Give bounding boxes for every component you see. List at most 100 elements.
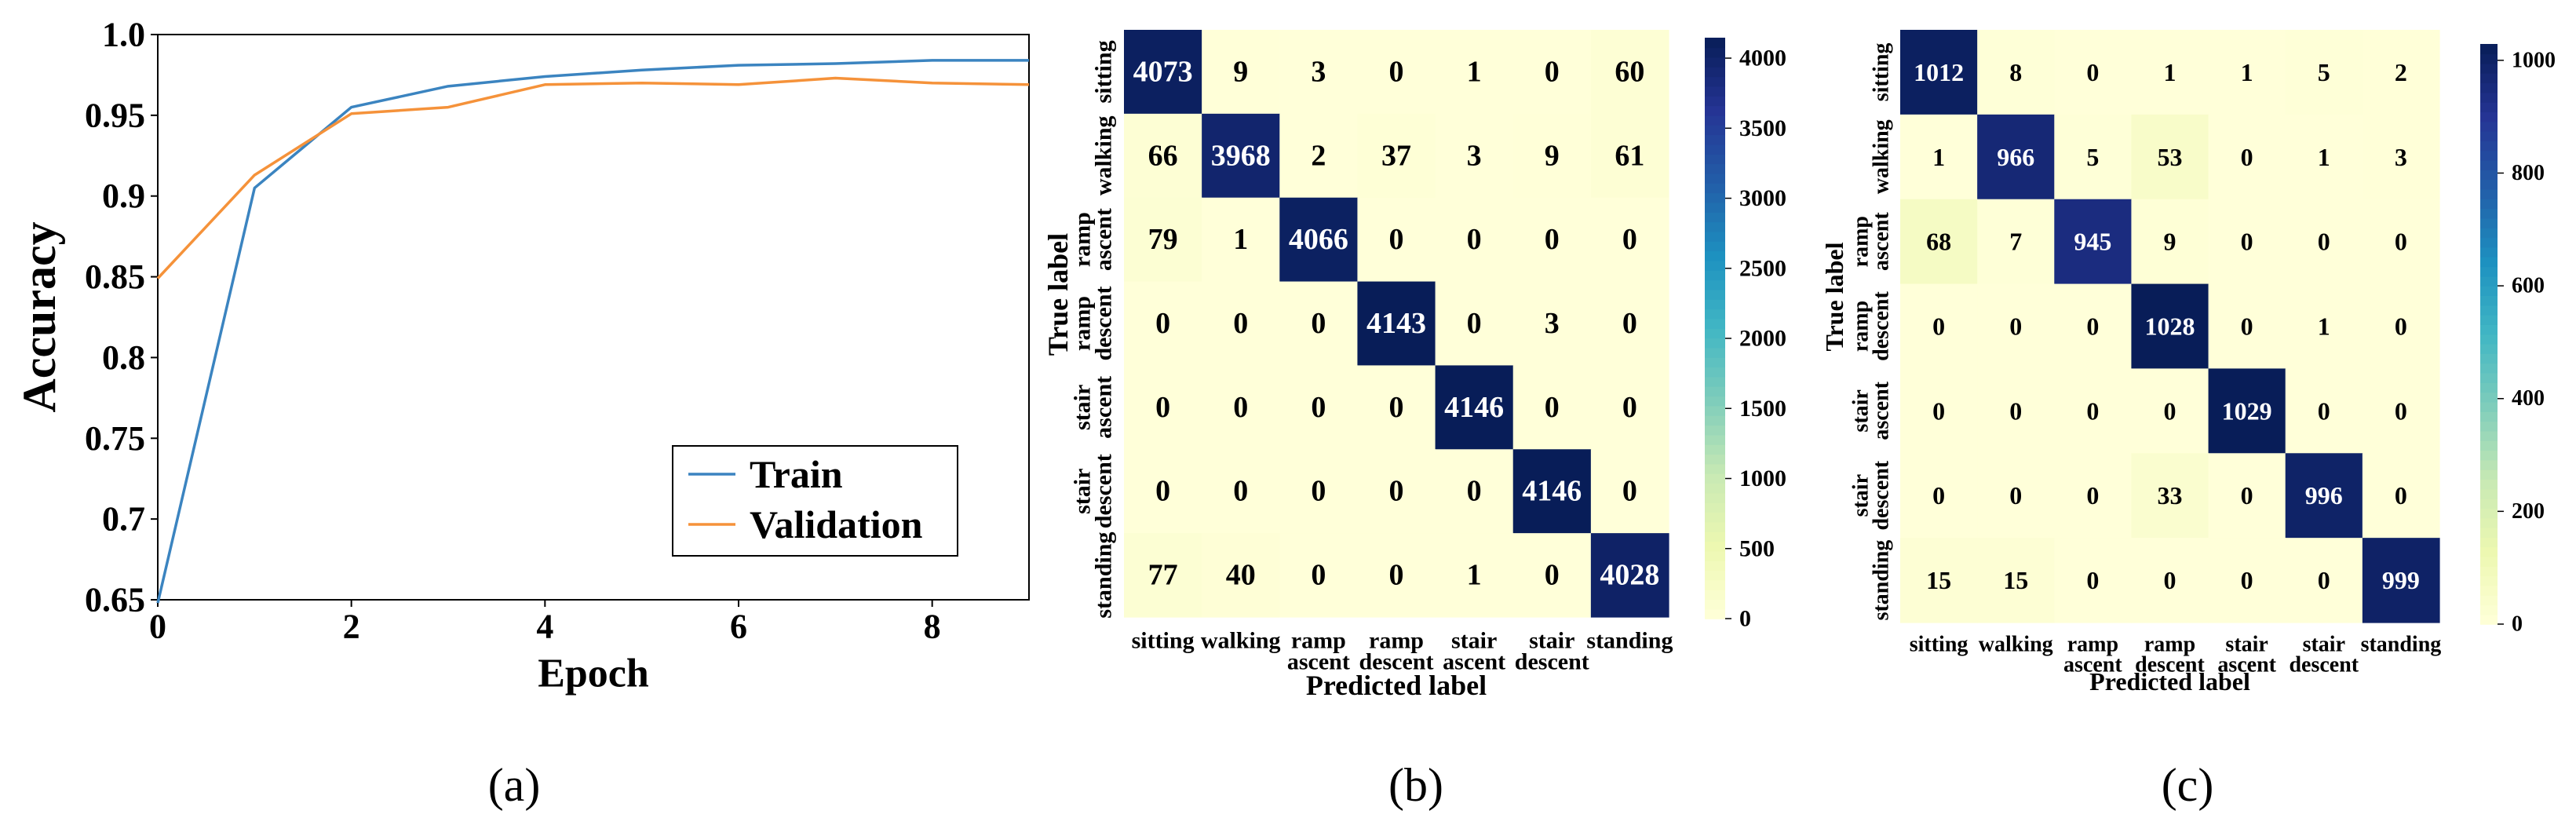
chart-b-colorbar-tick-label: 0 — [1739, 606, 1751, 632]
chart-b-cell — [1202, 197, 1280, 283]
chart-c-cell-value: 0 — [2395, 396, 2407, 425]
chart-c-cell — [1900, 368, 1978, 454]
chart-c-cell-value: 1 — [1932, 143, 1945, 171]
chart-b-colorbar-segment — [1705, 463, 1725, 474]
chart-a-legend: Train Validation — [672, 445, 958, 557]
chart-a-series-validation — [156, 76, 1030, 279]
chart-c-cell — [2131, 368, 2209, 454]
chart-c-colorbar-segment — [2480, 575, 2498, 586]
chart-c-colorbar-segment — [2480, 247, 2498, 257]
chart-c-colorbar-segment — [2480, 179, 2498, 190]
chart-c-confusion-matrix: 1012 8 0 1 1 5 21 966 5 53 0 1 368 7 945 9 0 0 00 0 0 1028 0 1 0… — [1820, 30, 2556, 811]
chart-b-col-label: ramp — [1291, 628, 1346, 654]
chart-b-cell-value: 0 — [1311, 475, 1326, 508]
chart-b-cell — [1590, 197, 1669, 283]
chart-b-cell-value: 0 — [1545, 559, 1560, 592]
chart-b-xlabel: Predicted label — [1306, 670, 1487, 701]
chart-b-cell-value: 2 — [1311, 139, 1326, 172]
chart-c-row-label: ramp — [1849, 301, 1874, 352]
chart-c-cell — [1977, 114, 2055, 200]
chart-c-cell-value: 0 — [2395, 312, 2407, 341]
chart-b-colorbar-segment — [1705, 289, 1725, 300]
chart-b-colorbar-segment — [1705, 250, 1725, 261]
chart-c-cell — [2208, 283, 2286, 370]
chart-c-cell-value: 0 — [2241, 312, 2253, 341]
chart-c-colorbar-segment — [2480, 228, 2498, 239]
chart-c-colorbar-segment — [2480, 324, 2498, 335]
chart-b-row-label: stair — [1070, 385, 1096, 430]
chart-a-y-tick-label: 1.0 — [102, 16, 145, 54]
chart-b-colorbar-segment — [1705, 38, 1725, 49]
chart-c-col-label: stair — [2303, 633, 2345, 657]
chart-b-cell-value: 0 — [1389, 475, 1404, 508]
chart-c-colorbar-segment — [2480, 217, 2498, 228]
chart-c-row-label: stair — [1849, 389, 1874, 432]
chart-b-cell-value: 77 — [1148, 559, 1178, 592]
chart-c-cell-value: 0 — [2009, 312, 2022, 341]
chart-c-colorbar-segment — [2480, 440, 2498, 451]
chart-b-colorbar-segment — [1705, 444, 1725, 455]
chart-b-colorbar-segment — [1705, 473, 1725, 484]
chart-c-cell-value: 999 — [2382, 566, 2420, 594]
chart-b-colorbar-segment — [1705, 357, 1725, 368]
chart-c-cell — [2054, 538, 2133, 623]
chart-b-col-label: stair — [1451, 628, 1497, 654]
chart-b-col-label: ascent — [1443, 649, 1505, 675]
chart-b-cell-value: 3968 — [1211, 139, 1271, 172]
chart-c-colorbar: 0 200 400 600 800 1000 — [2480, 44, 2556, 637]
chart-c-cell — [1977, 30, 2055, 115]
chart-c-colorbar-segment — [2480, 556, 2498, 567]
chart-c-col-label: sitting — [1910, 633, 1968, 657]
chart-b-cell-value: 4143 — [1366, 307, 1426, 340]
chart-a-legend-label-validation: Validation — [750, 502, 923, 546]
chart-a-ylabel: Accuracy — [13, 221, 65, 412]
chart-c-cell-value: 1012 — [1914, 58, 1964, 86]
chart-b-cell-value: 4073 — [1133, 55, 1193, 88]
chart-b-row-label: walking — [1091, 115, 1117, 195]
chart-c-cell-value: 0 — [2086, 566, 2099, 594]
chart-c-colorbar-segment — [2480, 111, 2498, 122]
chart-b-cell — [1124, 533, 1202, 618]
chart-b-cell — [1435, 197, 1514, 283]
chart-c-cell — [2054, 453, 2133, 539]
chart-b-colorbar-segment — [1705, 105, 1725, 116]
chart-b-row-label: standing — [1091, 532, 1117, 619]
chart-b-cell-value: 4066 — [1289, 223, 1348, 256]
chart-b-cell-value: 0 — [1545, 391, 1560, 424]
chart-c-colorbar-segment — [2480, 170, 2498, 181]
chart-c-cell-value: 1029 — [2222, 396, 2272, 425]
chart-c-cell — [2131, 283, 2209, 370]
chart-b-cell-value: 60 — [1615, 55, 1644, 88]
chart-b-cell — [1357, 113, 1436, 199]
chart-c-colorbar-segment — [2480, 392, 2498, 403]
chart-c-cell — [2285, 283, 2363, 370]
chart-c-cell-value: 0 — [2318, 396, 2330, 425]
chart-a-xlabel: Epoch — [538, 652, 649, 696]
chart-c-colorbar-segment — [2480, 63, 2498, 74]
chart-c-cell — [2362, 283, 2440, 370]
chart-c-cell — [1900, 199, 1978, 285]
chart-b-cell — [1357, 533, 1436, 618]
chart-c-cell-value: 15 — [1926, 566, 1951, 594]
chart-a-plot-frame — [157, 34, 1030, 601]
chart-b-colorbar-segment — [1705, 57, 1725, 68]
chart-c-cell-value: 0 — [2164, 396, 2176, 425]
chart-c-cell — [2285, 538, 2363, 623]
chart-b-cell-value: 3 — [1467, 139, 1482, 172]
chart-c-cell — [2131, 538, 2209, 623]
chart-b-cell-value: 0 — [1467, 307, 1482, 340]
chart-c-col-label: stair — [2225, 633, 2268, 657]
chart-c-colorbar-segment — [2480, 72, 2498, 84]
chart-b-cell — [1124, 30, 1202, 115]
chart-c-colorbar-segment — [2480, 256, 2498, 268]
chart-b-row-label: sitting — [1091, 40, 1117, 103]
chart-c-colorbar-segment — [2480, 498, 2498, 509]
chart-b-colorbar-segment — [1705, 96, 1725, 107]
chart-b-cell — [1124, 449, 1202, 534]
chart-c-col-label: ascent — [2217, 653, 2276, 677]
chart-b-col-label: ascent — [1287, 649, 1350, 675]
chart-b-colorbar-segment — [1705, 386, 1725, 397]
chart-b-colorbar-tick-label: 4000 — [1739, 46, 1786, 71]
chart-c-row-label: ascent — [1870, 212, 1894, 271]
chart-c-cell-value: 33 — [2158, 481, 2183, 509]
